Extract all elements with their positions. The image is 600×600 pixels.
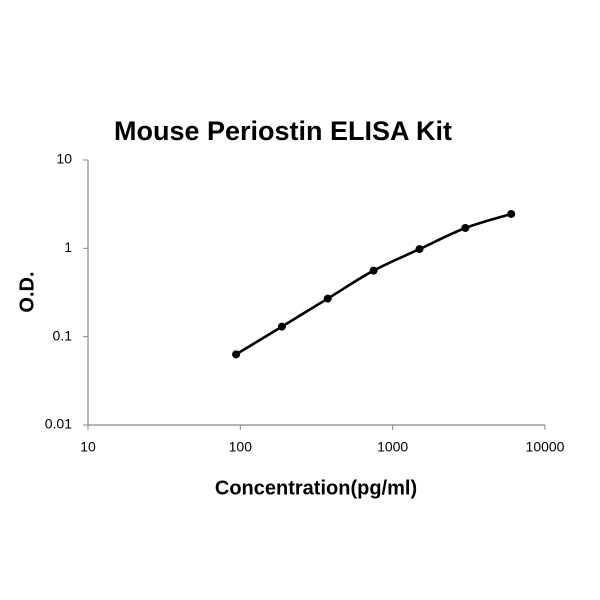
- x-tick-label: 100: [229, 439, 253, 455]
- data-point: [369, 266, 378, 275]
- data-point: [277, 322, 286, 331]
- data-point: [415, 245, 424, 254]
- y-tick-label: 10: [56, 151, 72, 167]
- x-tick-label: 1000: [377, 439, 408, 455]
- data-point: [323, 294, 332, 303]
- x-axis-label: Concentration(pg/ml): [215, 477, 417, 499]
- data-point: [232, 350, 241, 359]
- chart-title: Mouse Periostin ELISA Kit: [114, 116, 452, 146]
- y-axis-label: O.D.: [16, 271, 38, 312]
- x-tick-label: 10: [80, 439, 96, 455]
- y-tick-label: 0.01: [45, 416, 72, 432]
- data-point: [461, 223, 470, 232]
- data-line: [235, 212, 512, 356]
- y-tick-label: 0.1: [53, 327, 73, 343]
- y-tick-label: 1: [64, 239, 72, 255]
- data-point: [507, 209, 516, 218]
- x-tick-label: 10000: [526, 439, 565, 455]
